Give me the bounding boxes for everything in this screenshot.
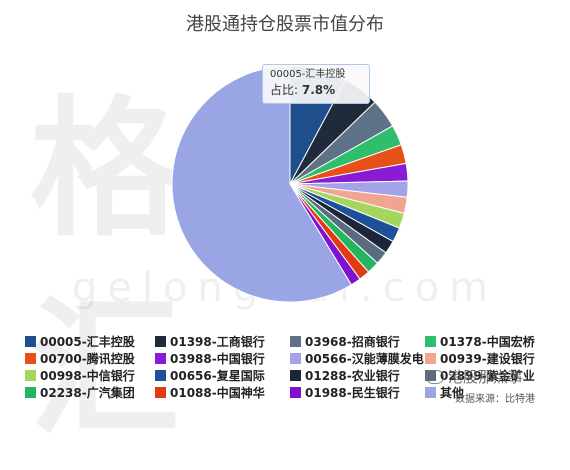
legend-label: 01988-民生银行 xyxy=(305,386,400,400)
legend-swatch xyxy=(290,370,301,381)
legend-swatch xyxy=(25,353,36,364)
legend-swatch xyxy=(425,353,436,364)
legend-item[interactable]: 00700-腾讯控股 xyxy=(25,351,155,366)
pie-slice-15[interactable] xyxy=(171,65,353,303)
legend-item[interactable]: 01988-民生银行 xyxy=(290,385,425,400)
legend-label: 其他 xyxy=(440,386,465,400)
legend-label: 02899-紫金矿业 xyxy=(440,369,535,383)
legend-item[interactable]: 01088-中国神华 xyxy=(155,385,290,400)
legend-swatch xyxy=(155,336,166,347)
legend-item[interactable]: 其他 xyxy=(425,385,560,400)
legend-item[interactable]: 00939-建设银行 xyxy=(425,351,560,366)
legend-item[interactable]: 03968-招商银行 xyxy=(290,334,425,349)
legend-item[interactable]: 02238-广汽集团 xyxy=(25,385,155,400)
wechat-watermark: 港股那点事 xyxy=(426,366,523,387)
legend-label: 00939-建设银行 xyxy=(440,352,535,366)
legend-label: 00998-中信银行 xyxy=(40,369,135,383)
legend-swatch xyxy=(25,336,36,347)
tooltip-value: 7.8% xyxy=(301,83,336,97)
legend-label: 00656-复星国际 xyxy=(170,369,265,383)
legend-label: 01088-中国神华 xyxy=(170,386,265,400)
legend-label: 03968-招商银行 xyxy=(305,335,400,349)
legend-label: 03988-中国银行 xyxy=(170,352,265,366)
legend-item[interactable]: 00998-中信银行 xyxy=(25,368,155,383)
legend-swatch xyxy=(425,387,436,398)
wechat-name: 港股那点事 xyxy=(448,368,524,386)
legend-item[interactable]: 01288-农业银行 xyxy=(290,368,425,383)
legend-swatch xyxy=(290,353,301,364)
tooltip-label: 占比: xyxy=(270,83,299,97)
legend-item[interactable]: 03988-中国银行 xyxy=(155,351,290,366)
chart-legend: 00005-汇丰控股 01398-工商银行 03968-招商银行 01378-中国宏桥… xyxy=(25,334,565,400)
legend-label: 02238-广汽集团 xyxy=(40,386,135,400)
legend-swatch xyxy=(155,387,166,398)
slice-tooltip: 00005-汇丰控股 占比: 7.8% xyxy=(262,64,370,104)
tooltip-ratio: 占比: 7.8% xyxy=(270,82,362,99)
legend-label: 00700-腾讯控股 xyxy=(40,352,135,366)
legend-swatch xyxy=(155,353,166,364)
legend-swatch xyxy=(425,336,436,347)
legend-swatch xyxy=(25,370,36,381)
chart-title: 港股通持仓股票市值分布 xyxy=(186,14,384,35)
legend-label: 00005-汇丰控股 xyxy=(40,335,135,349)
legend-label: 01378-中国宏桥 xyxy=(440,335,535,349)
legend-label: 00566-汉能薄膜发电 xyxy=(305,352,424,366)
legend-swatch xyxy=(290,387,301,398)
legend-swatch xyxy=(155,370,166,381)
legend-label: 01398-工商银行 xyxy=(170,335,265,349)
pie-chart xyxy=(171,65,409,303)
legend-swatch xyxy=(290,336,301,347)
legend-item[interactable]: 01398-工商银行 xyxy=(155,334,290,349)
legend-item[interactable]: 01378-中国宏桥 xyxy=(425,334,560,349)
legend-item[interactable]: 00566-汉能薄膜发电 xyxy=(290,351,425,366)
legend-item[interactable]: 00005-汇丰控股 xyxy=(25,334,155,349)
tooltip-name: 00005-汇丰控股 xyxy=(270,69,346,80)
legend-swatch xyxy=(25,387,36,398)
legend-item[interactable]: 00656-复星国际 xyxy=(155,368,290,383)
data-source: 数据来源：比特港 xyxy=(455,394,535,405)
wechat-icon xyxy=(426,369,444,384)
legend-label: 01288-农业银行 xyxy=(305,369,400,383)
